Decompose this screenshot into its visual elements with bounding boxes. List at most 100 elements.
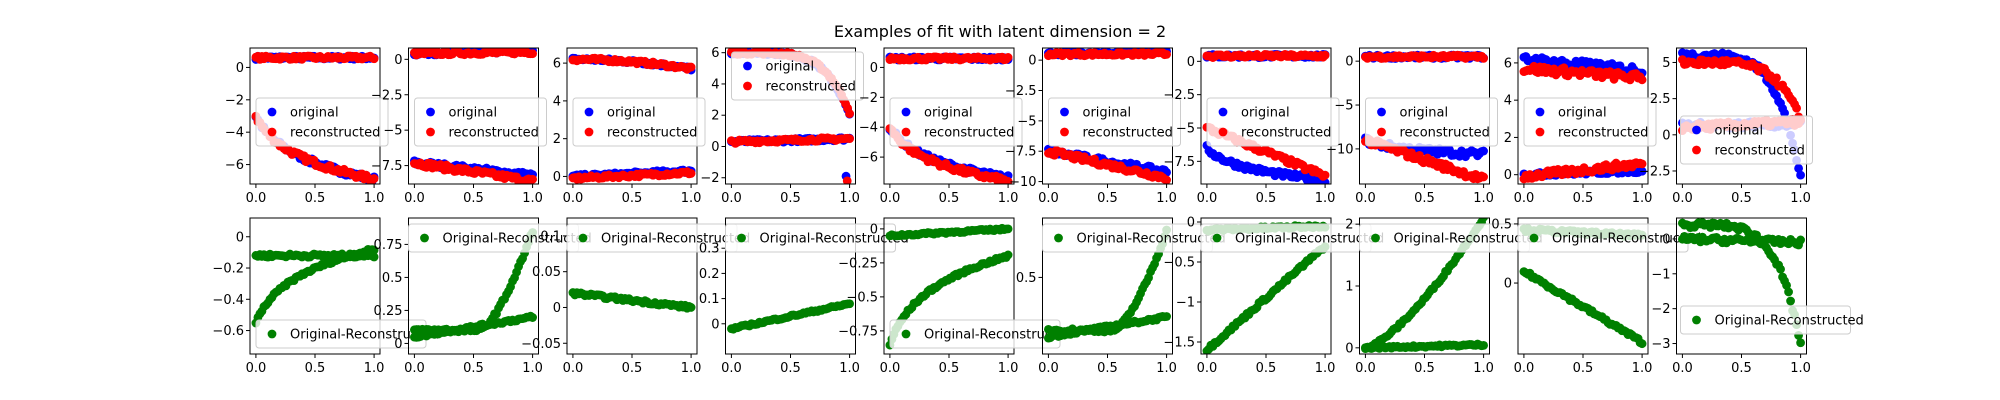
legend: original reconstructed	[1048, 97, 1181, 147]
y-tick-label: 2	[1345, 218, 1353, 233]
data-points	[568, 53, 696, 184]
y-tick-label: 0	[1662, 232, 1670, 247]
x-tick-label: 0.5	[305, 191, 326, 206]
legend-marker	[420, 233, 429, 243]
data-points	[568, 288, 696, 313]
data-point-reconstructed	[1003, 53, 1013, 62]
legend-marker	[901, 107, 911, 117]
y-tick-label: −0.05	[521, 337, 561, 352]
legend: Original-Reconstructed	[1359, 223, 1543, 253]
y-tick-label: 0	[236, 61, 244, 76]
y-tick-label: −2	[859, 91, 878, 106]
legend-label: original	[766, 60, 815, 75]
y-tick-label: 0	[1504, 168, 1512, 183]
data-point-reconstructed	[1162, 49, 1171, 59]
y-tick-label: 0.3	[699, 242, 720, 257]
x-tick-label: 1.0	[839, 191, 860, 206]
y-tick-label: −6	[225, 158, 244, 173]
legend: original reconstructed	[731, 51, 864, 101]
legend: Original-Reconstructed	[255, 319, 439, 349]
subplot-bottom-4: 0.0 0.5 1.0 0 0.1 0.2 0.3 Original-Reconstructe…	[699, 217, 909, 376]
legend-box	[1206, 97, 1340, 147]
y-tick-label: 0.75	[374, 238, 403, 253]
legend-marker	[743, 61, 752, 71]
legend-marker	[578, 233, 588, 243]
legend-label: Original-Reconstructed	[1552, 232, 1701, 247]
legend-label: reconstructed	[607, 126, 697, 141]
data-point-Original-Reconstructed	[1776, 264, 1785, 274]
legend-label: Original-Reconstructed	[760, 232, 909, 247]
x-tick-label: 0.0	[563, 361, 584, 376]
data-point-reconstructed	[528, 174, 537, 184]
data-points	[410, 48, 537, 184]
data-points	[1044, 48, 1171, 184]
legend-label: reconstructed	[1083, 126, 1173, 141]
legend-marker	[1212, 233, 1222, 243]
legend-marker	[743, 81, 752, 91]
y-tick-label: −0.2	[212, 262, 244, 277]
x-tick-label: 1.0	[1632, 361, 1653, 376]
legend-label: reconstructed	[1558, 126, 1648, 141]
legend-marker	[584, 107, 594, 117]
data-point-Original-Reconstructed	[528, 313, 537, 322]
legend: original reconstructed	[572, 97, 706, 147]
legend: original reconstructed	[889, 97, 1023, 147]
legend-label: Original-Reconstructed	[601, 232, 750, 247]
y-tick-label: 0	[1345, 55, 1353, 70]
y-tick-label: 5	[1662, 56, 1670, 71]
y-tick-label: 6	[1504, 56, 1512, 71]
y-tick-label: 0	[1504, 277, 1512, 292]
legend-label: original	[1400, 106, 1449, 121]
y-tick-label: 2	[553, 132, 561, 147]
subplot-top-8: 0.0 0.5 1.0 0 −5 −10 original reconstructed	[1326, 47, 1498, 206]
x-tick-label: 0.5	[939, 361, 960, 376]
legend: Original-Reconstructed	[889, 319, 1073, 349]
legend-box	[572, 97, 706, 147]
data-point-Original-Reconstructed	[686, 303, 696, 312]
x-tick-label: 0.5	[622, 361, 643, 376]
legend-label: original	[1715, 124, 1764, 139]
legend-marker	[1054, 233, 1063, 243]
legend: original reconstructed	[255, 97, 389, 147]
legend-label: original	[1241, 106, 1290, 121]
data-point-reconstructed	[369, 54, 379, 64]
x-tick-label: 0.0	[1672, 191, 1693, 206]
data-point-Original-Reconstructed	[1479, 340, 1488, 350]
y-tick-label: −2.5	[1005, 84, 1037, 99]
y-tick-label: −5	[1176, 122, 1195, 137]
subplot-grid: 0.0 0.5 1.00−2−4−6originalreconstructed0.0…	[212, 46, 1863, 376]
y-tick-label: 4	[1504, 94, 1512, 109]
y-tick-label: 0	[1028, 54, 1036, 69]
y-tick-label: −0.5	[1163, 256, 1195, 271]
figure-title: Examples of fit with latent dimension = …	[834, 22, 1166, 41]
legend-box	[1680, 115, 1813, 165]
data-point-original	[1637, 166, 1647, 176]
y-tick-label: 1	[1345, 280, 1353, 295]
x-tick-label: 1.0	[1473, 191, 1494, 206]
x-tick-label: 0.0	[1197, 361, 1218, 376]
legend-marker	[737, 233, 746, 243]
legend: Original-Reconstructed	[408, 223, 592, 253]
data-point-Original-Reconstructed	[1479, 218, 1488, 222]
subplot-bottom-6: 0.0 0.5 1.0 0.5 Original-Reconstructed	[1016, 217, 1226, 376]
x-tick-label: 1.0	[1156, 361, 1177, 376]
legend-label: Original-Reconstructed	[290, 328, 439, 343]
subplot-bottom-3: 0.0 0.5 1.0 0.1 0.05 0 −0.05 Original-Reconstru…	[521, 217, 750, 376]
data-point-Original-Reconstructed	[1796, 235, 1805, 245]
x-tick-label: 0.5	[463, 191, 484, 206]
data-point-reconstructed	[845, 109, 854, 119]
data-point-Original-Reconstructed	[1784, 287, 1793, 297]
data-points	[410, 228, 537, 342]
y-tick-label: 0	[1187, 55, 1195, 70]
data-point-Original-Reconstructed	[1162, 312, 1171, 321]
y-tick-label: 0.5	[1491, 217, 1512, 232]
x-tick-label: 0.0	[1197, 191, 1218, 206]
legend: original reconstructed	[1206, 97, 1340, 147]
y-tick-label: 0.1	[540, 229, 561, 244]
legend: Original-Reconstructed	[1042, 223, 1226, 253]
legend-label: original	[1558, 106, 1607, 121]
legend-box	[255, 97, 389, 147]
x-tick-label: 0.5	[1573, 361, 1594, 376]
legend-marker	[426, 107, 435, 117]
